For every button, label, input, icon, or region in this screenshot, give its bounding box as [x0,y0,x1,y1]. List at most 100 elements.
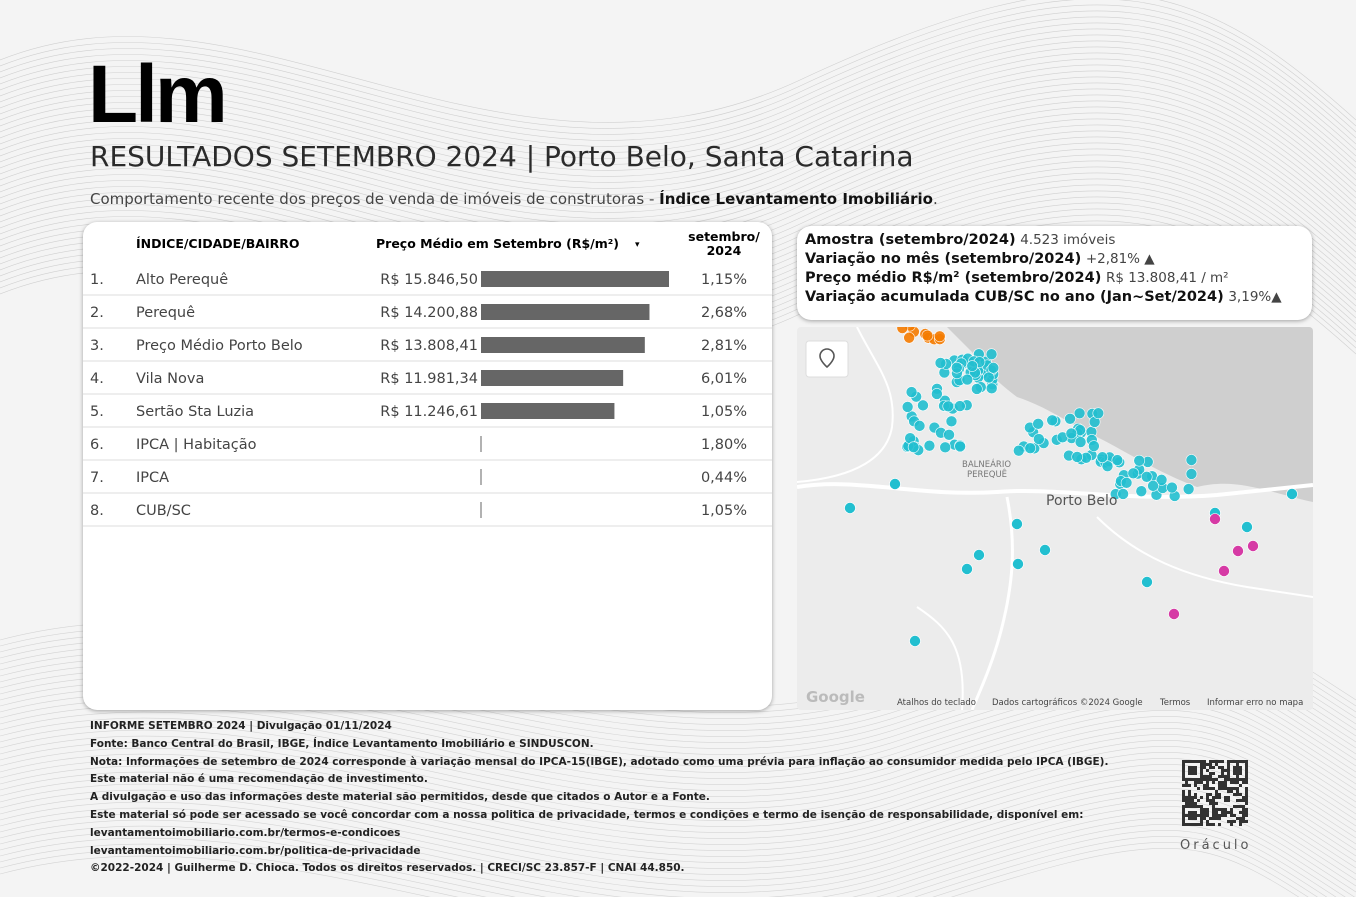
wave-line [0,812,1356,897]
qr-module [1206,763,1209,766]
qr-module [1212,814,1215,817]
qr-module [1221,766,1224,769]
summary-line: Amostra (setembro/2024) 4.523 imóveis [805,232,1115,248]
qr-module [1224,808,1227,811]
map-marker [905,386,918,398]
qr-module [1236,805,1239,808]
qr-module [1185,805,1188,808]
map-marker [1101,460,1114,473]
qr-module [1206,775,1209,778]
qr-module [1218,817,1221,820]
qr-module [1221,775,1224,778]
qr-module [1200,811,1203,814]
wave-line [0,94,1356,225]
map-marker [1065,427,1078,440]
map[interactable]: BALNEÁRIO PEREQUÊ Porto Belo Google Atal… [797,327,1313,710]
qr-module [1221,781,1224,784]
qr-module [1188,796,1191,799]
qr-module [1203,766,1206,769]
qr-module [1182,769,1185,772]
qr-module [1185,781,1188,784]
row-rank: 7. [90,470,104,486]
qr-module [1227,778,1230,781]
qr-module [1185,796,1188,799]
price-table: ÍNDICE/CIDADE/BAIRRO Preço Médio em Setem… [83,229,772,527]
qr-module [1218,796,1221,799]
qr-module [1188,766,1191,769]
qr-module [1245,760,1248,763]
qr-module [1182,823,1185,826]
qr-module [1242,814,1245,817]
map-marker [931,388,943,400]
wave-line [0,836,1318,897]
qr-module [1206,793,1209,796]
map-marker [1117,488,1129,500]
map-canvas[interactable]: BALNEÁRIO PEREQUÊ Porto Belo Google Atal… [797,327,1313,710]
qr-module [1206,778,1209,781]
qr-module [1230,811,1233,814]
qr-module [1236,781,1239,784]
summary-label: Preço médio R$/m² (setembro/2024) [805,270,1102,286]
map-marker [939,441,952,454]
qr-module [1239,766,1242,769]
wave-line [0,782,1356,875]
map-marker [1247,540,1259,552]
map-marker [923,439,936,452]
map-attribution[interactable]: Termos [1159,698,1191,708]
qr-module [1221,811,1224,814]
qr-module [1182,790,1185,793]
map-marker [896,327,909,334]
wave-line [0,794,1356,887]
qr-module [1239,823,1242,826]
map-attribution[interactable]: Informar erro no mapa [1207,698,1303,708]
qr-module [1197,760,1200,763]
qr-module [1218,784,1221,787]
map-marker [966,360,979,372]
qr-module [1245,769,1248,772]
wave-line [0,818,1346,897]
qr-module [1200,823,1203,826]
qr-module [1200,805,1203,808]
qr-module [1236,787,1239,790]
qr-module [1194,811,1197,814]
qr-module [1203,763,1206,766]
map-marker [1232,545,1244,557]
map-marker [982,371,995,384]
qr-code[interactable] [1182,760,1248,826]
qr-module [1212,805,1215,808]
map-marker [987,362,1000,374]
qr-module [1230,760,1233,763]
row-rank: 3. [90,338,104,354]
qr-module [1242,796,1245,799]
map-attribution[interactable]: Atalhos do teclado [897,698,976,708]
summary-value: 3,19%▲ [1228,289,1282,305]
qr-module [1242,805,1245,808]
qr-module [1212,817,1215,820]
row-change: 6,01% [701,371,747,387]
qr-module [1233,820,1236,823]
qr-module [1197,781,1200,784]
map-marker [1140,470,1153,483]
location-icon [819,348,835,369]
subtitle-bold: Índice Levantamento Imobiliário [659,190,933,208]
road [970,496,1014,710]
wave-line [0,22,1356,153]
qr-module [1185,799,1188,802]
footer-line: Este material só pode ser acessado se vo… [90,808,1084,821]
qr-module [1182,820,1185,823]
qr-module [1206,808,1209,811]
qr-module [1218,823,1221,826]
qr-module [1182,784,1185,787]
qr-module [1188,778,1191,781]
qr-module [1182,808,1185,811]
qr-module [1194,781,1197,784]
qr-module [1191,802,1194,805]
qr-module [1242,760,1245,763]
qr-module [1212,799,1215,802]
location-button[interactable] [805,340,849,378]
row-change: 0,44% [701,470,747,486]
sort-icon[interactable]: ▾ [635,240,640,250]
row-change: 2,68% [701,305,747,321]
row-name: Perequê [136,305,195,321]
qr-module [1227,769,1230,772]
